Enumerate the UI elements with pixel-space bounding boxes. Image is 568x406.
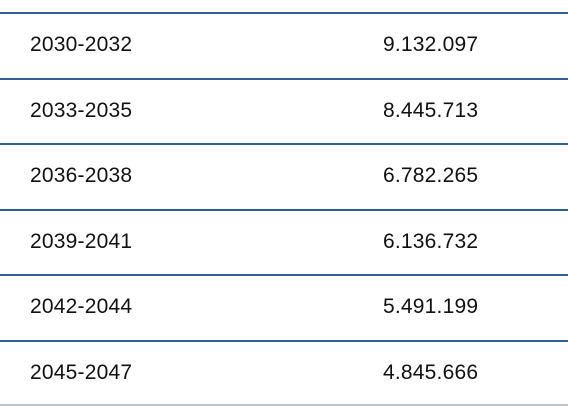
table-row: 2042-2044 5.491.199	[0, 274, 568, 338]
table-row: 2030-2032 9.132.097	[0, 12, 568, 76]
table-row: 2039-2041 6.136.732	[0, 208, 568, 273]
period-cell: 2036-2038	[30, 164, 133, 187]
period-cell: 2030-2032	[30, 33, 133, 56]
table-row: 2045-2047 4.845.666	[0, 339, 568, 406]
table-row: 2033-2035 8.445.713	[0, 77, 568, 142]
period-cell: 2033-2035	[30, 98, 133, 122]
value-cell: 6.136.732	[383, 229, 479, 253]
value-cell: 8.445.713	[383, 98, 479, 122]
table-row: 2036-2038 6.782.265	[0, 143, 568, 207]
period-cell: 2039-2041	[30, 229, 133, 253]
value-cell: 6.782.265	[383, 164, 479, 187]
period-cell: 2045-2047	[30, 360, 133, 384]
value-cell: 4.845.666	[383, 360, 479, 384]
value-cell: 9.132.097	[383, 33, 479, 56]
value-cell: 5.491.199	[383, 295, 479, 318]
period-cell: 2042-2044	[30, 295, 133, 318]
